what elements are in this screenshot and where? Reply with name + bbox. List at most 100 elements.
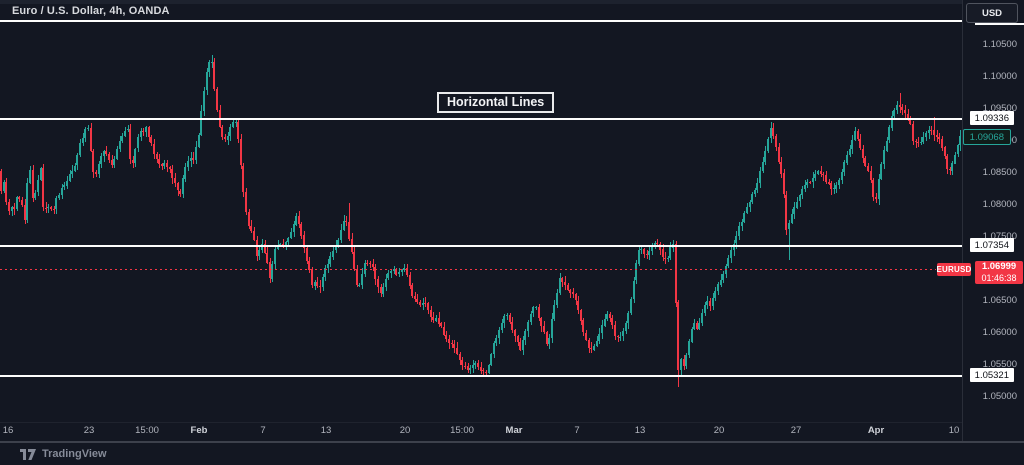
candle-body bbox=[891, 116, 893, 128]
candle-body bbox=[675, 244, 677, 303]
candle-body bbox=[669, 247, 671, 258]
candle-body bbox=[26, 183, 28, 220]
candle-body bbox=[105, 151, 107, 154]
candle-body bbox=[129, 129, 131, 159]
candle-body bbox=[364, 263, 366, 274]
candle-body bbox=[957, 145, 959, 154]
time-tick-label: Apr bbox=[867, 425, 885, 436]
candlestick-chart[interactable] bbox=[0, 0, 962, 422]
candle-body bbox=[567, 285, 569, 290]
candle-body bbox=[0, 171, 2, 191]
candle-body bbox=[409, 275, 411, 286]
candle-body bbox=[553, 305, 555, 319]
horizontal-lines-annotation[interactable]: Horizontal Lines bbox=[437, 92, 555, 113]
candle-body bbox=[511, 322, 513, 330]
candle-body bbox=[34, 193, 36, 198]
candle-body bbox=[833, 188, 835, 189]
candle-body bbox=[327, 264, 329, 268]
candle-body bbox=[867, 166, 869, 171]
candle-body bbox=[322, 277, 324, 287]
price-axis[interactable]: 1.105001.100001.095001.090001.085001.080… bbox=[962, 0, 1024, 441]
candle-wick bbox=[900, 93, 901, 113]
candle-body bbox=[11, 207, 13, 211]
candle-body bbox=[211, 62, 213, 63]
candle-body bbox=[806, 182, 808, 185]
horizontal-line[interactable] bbox=[0, 245, 962, 247]
candle-body bbox=[656, 243, 658, 244]
candle-body bbox=[134, 149, 136, 163]
candle-body bbox=[469, 368, 471, 370]
candle-wick bbox=[507, 313, 508, 320]
candle-body bbox=[145, 127, 147, 132]
candle-body bbox=[84, 129, 86, 138]
candle-body bbox=[395, 269, 397, 275]
symbol-legend[interactable]: Euro / U.S. Dollar, 4h, OANDA bbox=[12, 5, 170, 17]
candle-wick bbox=[483, 368, 484, 377]
candle-body bbox=[928, 130, 930, 133]
candle-body bbox=[775, 136, 777, 147]
candle-body bbox=[746, 207, 748, 213]
candle-body bbox=[756, 183, 758, 190]
candle-body bbox=[598, 334, 600, 341]
candle-body bbox=[730, 250, 732, 258]
candle-body bbox=[801, 189, 803, 195]
candle-body bbox=[648, 251, 650, 255]
candle-body bbox=[880, 164, 882, 179]
candle-body bbox=[883, 150, 885, 164]
candle-body bbox=[812, 178, 814, 182]
candle-body bbox=[206, 72, 208, 90]
window-top-edge bbox=[0, 0, 1024, 4]
candle-body bbox=[930, 130, 932, 131]
candle-body bbox=[580, 310, 582, 321]
candle-body bbox=[474, 363, 476, 365]
candle-body bbox=[319, 286, 321, 287]
candle-body bbox=[625, 323, 627, 331]
time-tick-label: 20 bbox=[713, 425, 725, 436]
time-tick-label: 15:00 bbox=[135, 425, 159, 436]
horizontal-line[interactable] bbox=[0, 375, 962, 377]
candle-body bbox=[822, 174, 824, 175]
candle-body bbox=[485, 372, 487, 373]
candle-body bbox=[335, 245, 337, 250]
candle-body bbox=[857, 131, 859, 139]
candle-body bbox=[169, 167, 171, 169]
candle-body bbox=[451, 343, 453, 344]
candle-body bbox=[604, 319, 606, 326]
candle-body bbox=[722, 274, 724, 280]
horizontal-line-stub[interactable] bbox=[975, 23, 1024, 25]
tradingview-logo[interactable]: TradingView bbox=[20, 448, 107, 460]
candle-body bbox=[372, 264, 374, 267]
candle-body bbox=[614, 325, 616, 336]
candle-body bbox=[203, 91, 205, 111]
candle-body bbox=[825, 175, 827, 182]
candle-body bbox=[817, 171, 819, 174]
horizontal-line[interactable] bbox=[0, 118, 962, 120]
candle-body bbox=[915, 141, 917, 142]
candle-body bbox=[893, 110, 895, 116]
candle-body bbox=[393, 269, 395, 271]
line-price-label: 1.09336 bbox=[969, 111, 1014, 125]
candle-body bbox=[79, 143, 81, 155]
candle-body bbox=[862, 149, 864, 158]
candle-body bbox=[271, 264, 273, 279]
candle-body bbox=[108, 154, 110, 160]
candle-body bbox=[16, 197, 18, 209]
candle-body bbox=[316, 282, 318, 286]
candle-body bbox=[538, 307, 540, 318]
candle-body bbox=[509, 315, 511, 322]
chart-plot-area[interactable]: 16 23 15:00 Feb 7 13 20 15:00 Mar 7 13 20 27 Apr 10 bbox=[0, 0, 962, 441]
candle-body bbox=[61, 188, 63, 195]
horizontal-line[interactable] bbox=[0, 20, 962, 22]
candle-body bbox=[564, 282, 566, 285]
candle-body bbox=[577, 301, 579, 310]
candle-body bbox=[814, 174, 816, 178]
candle-body bbox=[793, 207, 795, 214]
currency-toggle-button[interactable]: USD bbox=[966, 3, 1018, 23]
candle-body bbox=[295, 216, 297, 225]
candle-body bbox=[662, 249, 664, 257]
candle-body bbox=[8, 202, 10, 211]
candle-body bbox=[904, 110, 906, 113]
candle-body bbox=[785, 195, 787, 230]
price-tick-label: 1.08000 bbox=[982, 199, 1017, 210]
candle-body bbox=[846, 155, 848, 163]
